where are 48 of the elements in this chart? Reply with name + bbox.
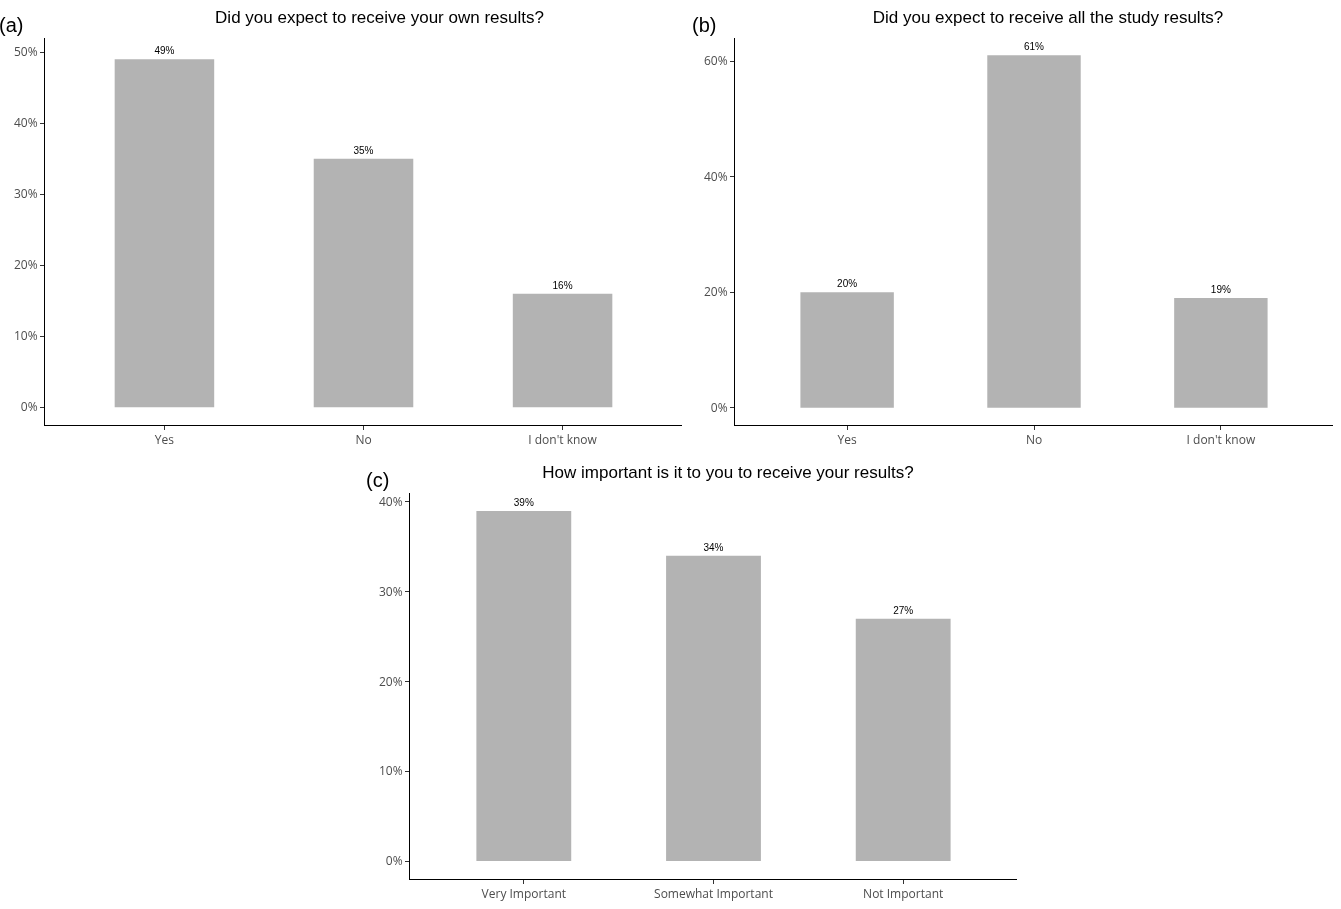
y-tick-label: 20% xyxy=(703,283,728,301)
y-tick-label: 10% xyxy=(13,327,38,345)
x-tick-label: I don't know xyxy=(1186,431,1256,449)
data-label: 35% xyxy=(353,144,374,156)
x-tick-label: No xyxy=(1025,431,1043,449)
chart-title: How important is it to you to receive your results? xyxy=(542,463,914,483)
bar xyxy=(114,59,215,408)
data-label: 49% xyxy=(154,45,175,57)
x-tick-label: Yes xyxy=(837,431,857,449)
y-tick-label: 0% xyxy=(710,398,728,416)
data-label: 16% xyxy=(552,279,573,291)
y-tick-label: 50% xyxy=(13,43,38,61)
chart-title: Did you expect to receive all the study results? xyxy=(872,8,1224,28)
y-tick-label: 40% xyxy=(378,493,403,511)
text: (a) xyxy=(0,14,24,36)
x-tick-label: Very Important xyxy=(481,885,567,903)
bar xyxy=(666,555,761,862)
bar xyxy=(1174,297,1268,408)
bar xyxy=(800,292,894,408)
y-tick-label: 60% xyxy=(703,52,728,70)
data-label: 39% xyxy=(513,496,534,508)
y-tick-label: 20% xyxy=(13,256,38,274)
x-tick-label: I don't know xyxy=(528,431,598,449)
bar xyxy=(476,510,572,862)
data-label: 27% xyxy=(893,604,914,616)
bar xyxy=(987,55,1081,408)
y-tick-label: 40% xyxy=(703,167,728,185)
bar xyxy=(313,158,414,408)
y-tick-label: 20% xyxy=(378,672,403,690)
y-tick-label: 40% xyxy=(13,114,38,132)
data-label: 19% xyxy=(1210,283,1231,295)
y-tick-label: 0% xyxy=(20,398,38,416)
chart-title: Did you expect to receive your own results? xyxy=(215,8,544,28)
text: (c) xyxy=(366,469,390,491)
x-tick-label: Not Important xyxy=(863,885,944,903)
text: (b) xyxy=(692,14,717,36)
bar xyxy=(855,618,951,862)
y-tick-label: 30% xyxy=(378,582,403,600)
data-label: 61% xyxy=(1023,41,1045,53)
y-tick-label: 30% xyxy=(13,185,38,203)
bar xyxy=(512,293,613,408)
y-tick-label: 0% xyxy=(385,852,403,870)
x-tick-label: Yes xyxy=(154,431,175,449)
x-tick-label: Somewhat Important xyxy=(654,885,773,903)
x-tick-label: No xyxy=(355,431,372,449)
data-label: 20% xyxy=(837,278,858,290)
data-label: 34% xyxy=(703,541,724,553)
y-tick-label: 10% xyxy=(378,762,403,780)
